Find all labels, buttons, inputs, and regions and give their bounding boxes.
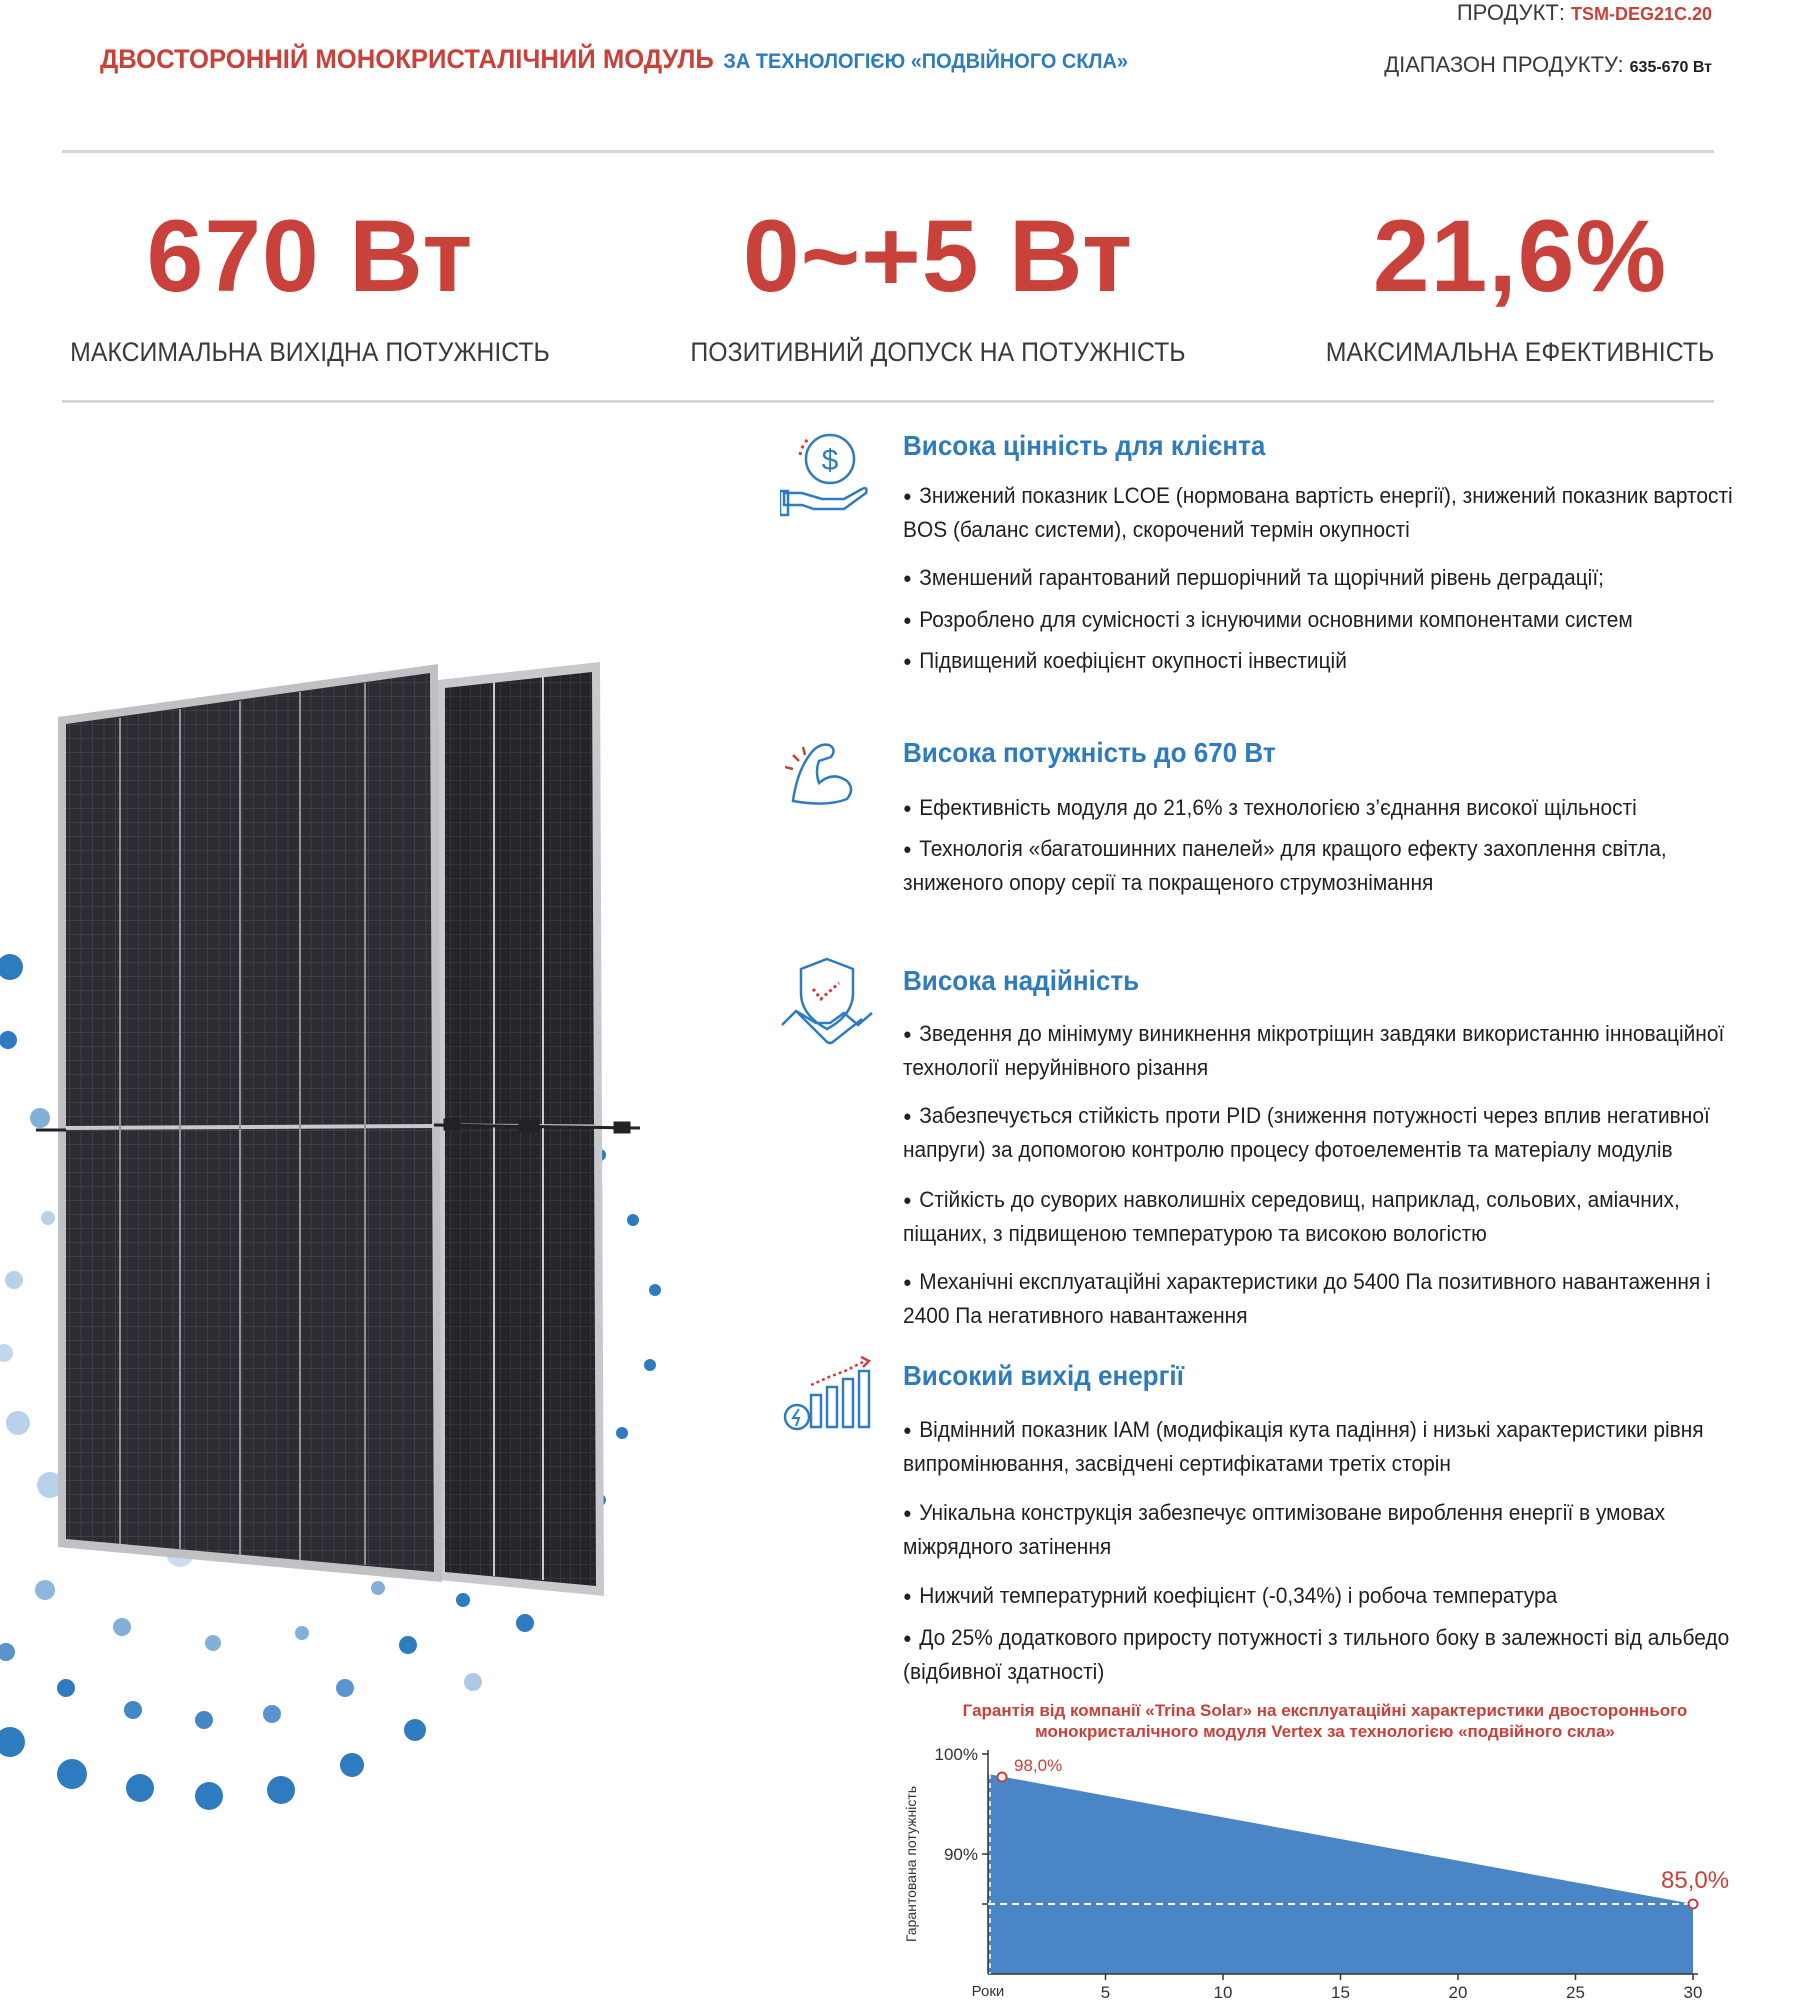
- x-tick-label: 30: [1684, 1983, 1703, 2000]
- data-label: 85,0%: [1661, 1867, 1729, 1894]
- feature-bullet: Відмінний показник IAM (модифікація кута…: [903, 1414, 1758, 1479]
- feature-bullet: Знижений показник LCOE (нормована вартіс…: [903, 480, 1758, 545]
- warranty-chart: 100% 90% 5 10 15 20 25 30 Роки Гарантована потужн…: [903, 1745, 1729, 2000]
- data-point: [1687, 1898, 1699, 1910]
- divider-top: [62, 150, 1714, 153]
- feature-bullet: Підвищений коефіцієнт окупності інвестиц…: [903, 645, 1758, 679]
- front-solar-panel: [58, 664, 442, 1582]
- data-point: [996, 1771, 1008, 1783]
- stat-value: 670 Вт: [146, 199, 474, 313]
- title-main: ДВОСТОРОННІЙ МОНОКРИСТАЛІЧНИЙ МОДУЛЬ: [100, 44, 714, 74]
- data-label: 98,0%: [1014, 1756, 1062, 1775]
- y-axis-label: Гарантована потужність: [903, 1786, 919, 1942]
- chart-title: Гарантія від компанії «Trina Solar» на е…: [962, 1701, 1688, 1741]
- flexed-arm-icon: [785, 733, 855, 813]
- energy-bars-icon: [783, 1355, 873, 1435]
- panel-cables: [36, 1118, 641, 1134]
- feature-bullet: Унікальна конструкція забезпечує оптиміз…: [903, 1497, 1758, 1562]
- x-axis-label: Роки: [972, 1983, 1005, 2000]
- feature-bullet: Ефективність модуля до 21,6% з технологі…: [903, 792, 1758, 826]
- stat-label: ПОЗИТИВНИЙ ДОПУСК НА ПОТУЖНІСТЬ: [690, 337, 1186, 367]
- feature-title: Високий вихід енергії: [903, 1360, 1184, 1391]
- feature-title: Висока потужність до 670 Вт: [903, 737, 1276, 768]
- x-tick-label: 25: [1566, 1983, 1585, 2000]
- range-line: ДІАПАЗОН ПРОДУКТУ: 635-670 Вт: [1384, 52, 1712, 78]
- shield-handshake-icon: [780, 955, 875, 1055]
- product-line: ПРОДУКТ: TSM-DEG21C.20: [1457, 0, 1712, 26]
- stat-value: 21,6%: [1372, 199, 1668, 313]
- range-value: 635-670 Вт: [1629, 59, 1712, 76]
- feature-bullet: Стійкість до суворих навколишніх середов…: [903, 1184, 1758, 1249]
- feature-bullet: Забезпечується стійкість проти PID (зниж…: [903, 1100, 1758, 1165]
- range-label: ДІАПАЗОН ПРОДУКТУ:: [1384, 52, 1624, 77]
- x-tick-label: 15: [1331, 1983, 1350, 2000]
- stat-label: МАКСИМАЛЬНА ВИХІДНА ПОТУЖНІСТЬ: [70, 337, 550, 367]
- divider-middle: [62, 400, 1714, 403]
- x-tick-label: 10: [1214, 1983, 1233, 2000]
- feature-title: Висока надійність: [903, 965, 1140, 996]
- title-subtitle: ЗА ТЕХНОЛОГІЄЮ «ПОДВІЙНОГО СКЛА»: [723, 50, 1129, 73]
- stat-value: 0~+5 Вт: [742, 199, 1134, 313]
- feature-bullet: Механічні експлуатаційні характеристики …: [903, 1266, 1758, 1331]
- x-tick-label: 5: [1101, 1983, 1110, 2000]
- solar-panel-illustration: [0, 662, 661, 1810]
- stat-max-power: 670 Вт МАКСИМАЛЬНА ВИХІДНА ПОТУЖНІСТЬ: [30, 205, 590, 368]
- feature-bullet: Зведення до мінімуму виникнення мікротрі…: [903, 1018, 1758, 1083]
- product-label: ПРОДУКТ:: [1456, 0, 1565, 25]
- warranty-area: [988, 1774, 1693, 1974]
- y-tick-label: 90%: [944, 1845, 978, 1864]
- svg-text:$: $: [822, 444, 839, 477]
- stat-power-tolerance: 0~+5 Вт ПОЗИТИВНИЙ ДОПУСК НА ПОТУЖНІСТЬ: [658, 205, 1218, 368]
- product-value: TSM-DEG21C.20: [1570, 4, 1712, 24]
- feature-bullet: Нижчий температурний коефіцієнт (-0,34%)…: [903, 1580, 1758, 1614]
- feature-title: Висока цінність для клієнта: [903, 430, 1266, 461]
- feature-bullet: Технологія «багатошинних панелей» для кр…: [903, 833, 1758, 898]
- dollar-hand-icon: $: [780, 425, 870, 525]
- stat-max-efficiency: 21,6% МАКСИМАЛЬНА ЕФЕКТИВНІСТЬ: [1240, 205, 1800, 368]
- feature-bullet: До 25% додаткового приросту потужності з…: [903, 1622, 1758, 1687]
- y-tick-label: 100%: [935, 1745, 978, 1764]
- x-tick-label: 20: [1449, 1983, 1468, 2000]
- stat-label: МАКСИМАЛЬНА ЕФЕКТИВНІСТЬ: [1325, 337, 1715, 367]
- feature-bullet: Розроблено для сумісності з існуючими ос…: [903, 604, 1758, 638]
- document-title: ДВОСТОРОННІЙ МОНОКРИСТАЛІЧНИЙ МОДУЛЬ ЗА Т…: [100, 44, 1128, 75]
- feature-bullet: Зменшений гарантований першорічний та що…: [903, 562, 1758, 596]
